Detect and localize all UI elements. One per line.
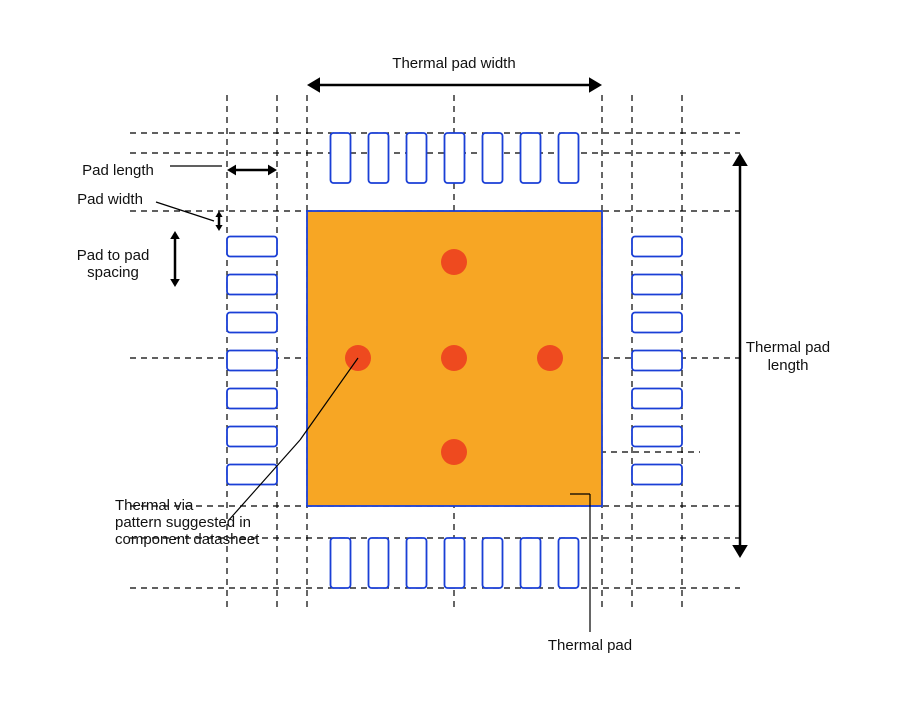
thermal-via <box>441 439 467 465</box>
label-thermal-pad: Thermal pad <box>548 637 632 654</box>
thermal-via <box>441 345 467 371</box>
pad-bottom <box>521 538 541 588</box>
label-pad-spacing: Pad to pad <box>77 247 150 264</box>
pad-top <box>483 133 503 183</box>
pad-right <box>632 427 682 447</box>
label-thermal-via-2: pattern suggested in <box>115 514 251 531</box>
pad-right <box>632 465 682 485</box>
pad-right <box>632 237 682 257</box>
pad-top <box>331 133 351 183</box>
pad-bottom <box>483 538 503 588</box>
pad-top <box>445 133 465 183</box>
pad-top <box>559 133 579 183</box>
label-thermal-via-3: component datasheet <box>115 531 260 548</box>
pad-bottom <box>331 538 351 588</box>
pad-bottom <box>445 538 465 588</box>
pad-bottom <box>369 538 389 588</box>
pad-bottom <box>559 538 579 588</box>
pad-right <box>632 389 682 409</box>
label-thermal-pad-width: Thermal pad width <box>392 55 515 72</box>
pad-right <box>632 275 682 295</box>
pad-right <box>632 351 682 371</box>
pad-left <box>227 313 277 333</box>
label-thermal-pad-length: Thermal pad <box>746 339 830 356</box>
label-thermal-pad-length-2: length <box>768 357 809 374</box>
label-pad-width: Pad width <box>77 191 143 208</box>
pad-top <box>369 133 389 183</box>
pad-left <box>227 427 277 447</box>
pad-bottom <box>407 538 427 588</box>
label-pad-spacing-2: spacing <box>87 264 139 281</box>
pad-left <box>227 237 277 257</box>
label-thermal-via: Thermal via <box>115 497 194 514</box>
thermal-via <box>441 249 467 275</box>
pad-left <box>227 275 277 295</box>
pad-top <box>521 133 541 183</box>
pad-top <box>407 133 427 183</box>
thermal-via <box>537 345 563 371</box>
pad-right <box>632 313 682 333</box>
label-pad-length: Pad length <box>82 162 154 179</box>
pad-left <box>227 389 277 409</box>
pad-left <box>227 351 277 371</box>
